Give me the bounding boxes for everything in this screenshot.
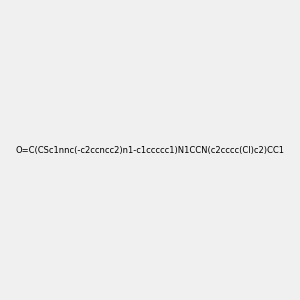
Text: O=C(CSc1nnc(-c2ccncc2)n1-c1ccccc1)N1CCN(c2cccc(Cl)c2)CC1: O=C(CSc1nnc(-c2ccncc2)n1-c1ccccc1)N1CCN(… (16, 146, 284, 154)
